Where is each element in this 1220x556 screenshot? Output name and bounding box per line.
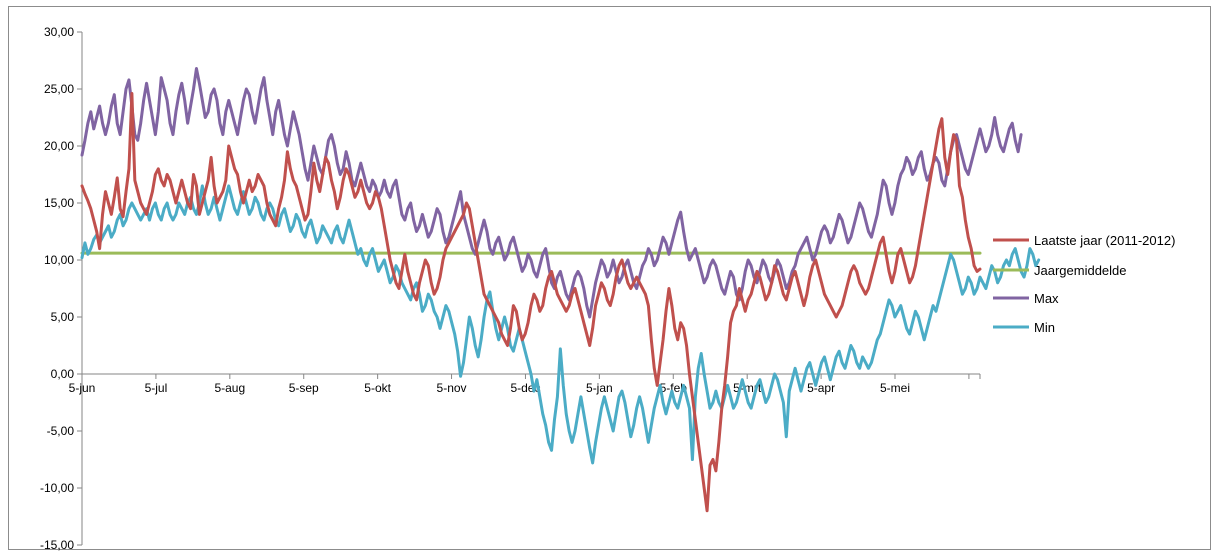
series-line-3 [80,184,1041,465]
line-chart: 30,00 25,00 20,00 15,00 10,00 5,00 0,00 -5,00 -1… [40,25,1175,551]
series-line-0 [80,92,982,513]
x-tick-label: 5-nov [437,381,467,395]
x-tick-label: 5-sep [289,381,319,395]
y-tick-label: 0,00 [51,367,75,381]
y-tick-label: 5,00 [51,310,75,324]
y-axis: 30,00 25,00 20,00 15,00 10,00 5,00 0,00 -5,00 -1… [40,25,83,551]
x-axis: 5-jun 5-jul 5-aug 5-sep 5-okt 5-nov 5-dec 5-jan… [69,373,981,395]
y-tick-label: 30,00 [44,25,74,39]
y-tick-label: -5,00 [47,424,75,438]
series-layer [80,66,1041,513]
x-tick-label: 5-okt [364,381,391,395]
legend: Laatste jaar (2011-2012) Jaargemiddelde Ma… [993,233,1175,335]
y-tick-label: 10,00 [44,253,74,267]
y-tick-label: 15,00 [44,196,74,210]
legend-label: Max [1034,291,1059,306]
x-tick-label: 5-aug [214,381,245,395]
y-tick-label: -10,00 [40,481,74,495]
y-tick-label: -15,00 [40,538,74,551]
y-tick-label: 20,00 [44,139,74,153]
x-tick-label: 5-mei [880,381,910,395]
x-tick-label: 5-jun [69,381,96,395]
legend-label: Jaargemiddelde [1034,263,1127,278]
legend-label: Min [1034,320,1055,335]
x-tick-label: 5-jul [145,381,168,395]
x-tick-label: 5-jan [586,381,613,395]
series-line-2 [80,66,1023,319]
x-tick-label: 5-apr [807,381,835,395]
x-tick-label: 5-feb [660,381,688,395]
y-tick-label: 25,00 [44,82,74,96]
chart-frame: 30,00 25,00 20,00 15,00 10,00 5,00 0,00 -5,00 -1… [8,6,1211,551]
legend-label: Laatste jaar (2011-2012) [1034,233,1175,248]
